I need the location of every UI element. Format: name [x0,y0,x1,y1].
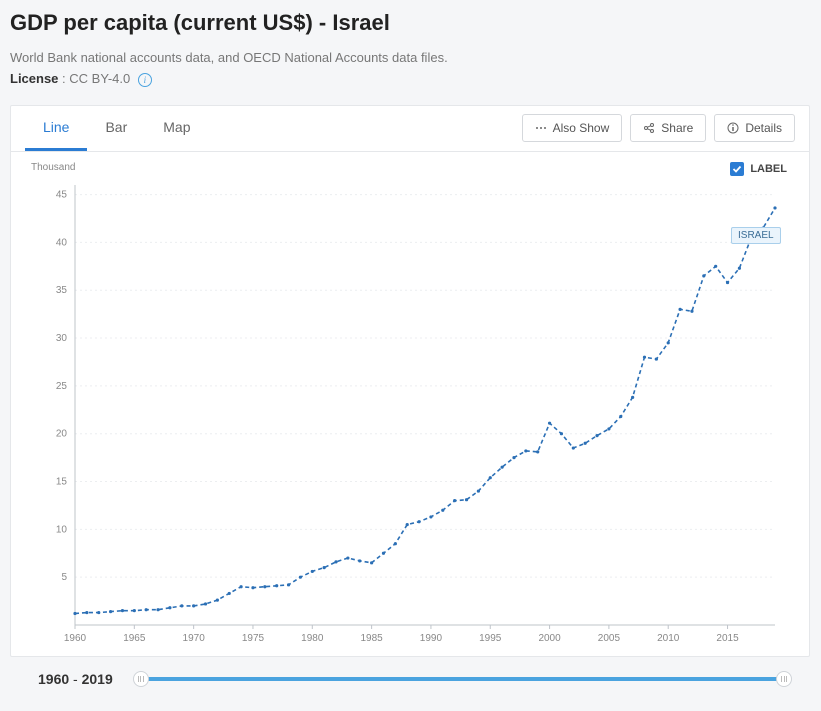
license-value: CC BY-4.0 [69,71,130,86]
svg-text:20: 20 [56,428,68,439]
panel-header: Line Bar Map Also Show Share [11,106,809,152]
line-chart: 5 10 15 20 25 30 35 40 45 1960 1965 1970 1975 1980 198… [25,175,795,650]
svg-text:30: 30 [56,333,68,344]
range-handle-start[interactable] [133,671,149,687]
svg-text:45: 45 [56,189,68,200]
range-slider[interactable] [131,671,794,687]
label-checkbox[interactable] [730,162,744,176]
tab-line[interactable]: Line [25,105,87,151]
svg-text:10: 10 [56,524,68,535]
svg-text:1970: 1970 [183,633,206,644]
svg-text:2005: 2005 [598,633,621,644]
svg-text:40: 40 [56,237,68,248]
y-axis-title: Thousand [31,162,795,173]
chart-area: Thousand LABEL ISRAEL 5 10 15 20 25 30 35 40 45 1… [11,152,809,656]
license-line: License : CC BY-4.0 i [10,71,810,87]
subtitle: World Bank national accounts data, and O… [10,50,810,65]
info-icon[interactable]: i [138,73,152,87]
svg-text:1975: 1975 [242,633,265,644]
range-track [141,677,784,681]
also-show-label: Also Show [553,121,610,135]
range-handle-end[interactable] [776,671,792,687]
svg-text:2000: 2000 [538,633,561,644]
svg-text:1960: 1960 [64,633,87,644]
share-label: Share [661,121,693,135]
share-button[interactable]: Share [630,114,706,142]
svg-text:1980: 1980 [301,633,324,644]
tab-bar[interactable]: Bar [87,105,145,151]
menu-icon [535,122,547,134]
time-range-row: 1960 - 2019 [10,657,810,701]
tab-map[interactable]: Map [145,105,208,151]
label-toggle-text: LABEL [750,163,787,175]
toolbar: Also Show Share Details [522,114,795,142]
svg-text:2015: 2015 [716,633,739,644]
license-label: License [10,71,58,86]
svg-text:25: 25 [56,380,68,391]
details-button[interactable]: Details [714,114,795,142]
details-label: Details [745,121,782,135]
share-icon [643,122,655,134]
details-icon [727,122,739,134]
range-label: 1960 - 2019 [38,671,113,687]
svg-text:1995: 1995 [479,633,502,644]
also-show-button[interactable]: Also Show [522,114,623,142]
svg-text:15: 15 [56,476,68,487]
svg-text:2010: 2010 [657,633,680,644]
chart-panel: Line Bar Map Also Show Share [10,105,810,657]
view-tabs: Line Bar Map [25,105,209,151]
range-start: 1960 [38,671,69,687]
svg-text:1985: 1985 [360,633,383,644]
series-label[interactable]: ISRAEL [731,227,781,244]
range-end: 2019 [82,671,113,687]
svg-text:1965: 1965 [123,633,146,644]
svg-text:35: 35 [56,285,68,296]
svg-text:5: 5 [61,572,67,583]
label-toggle[interactable]: LABEL [730,162,787,176]
svg-text:1990: 1990 [420,633,443,644]
page-title: GDP per capita (current US$) - Israel [10,10,810,36]
